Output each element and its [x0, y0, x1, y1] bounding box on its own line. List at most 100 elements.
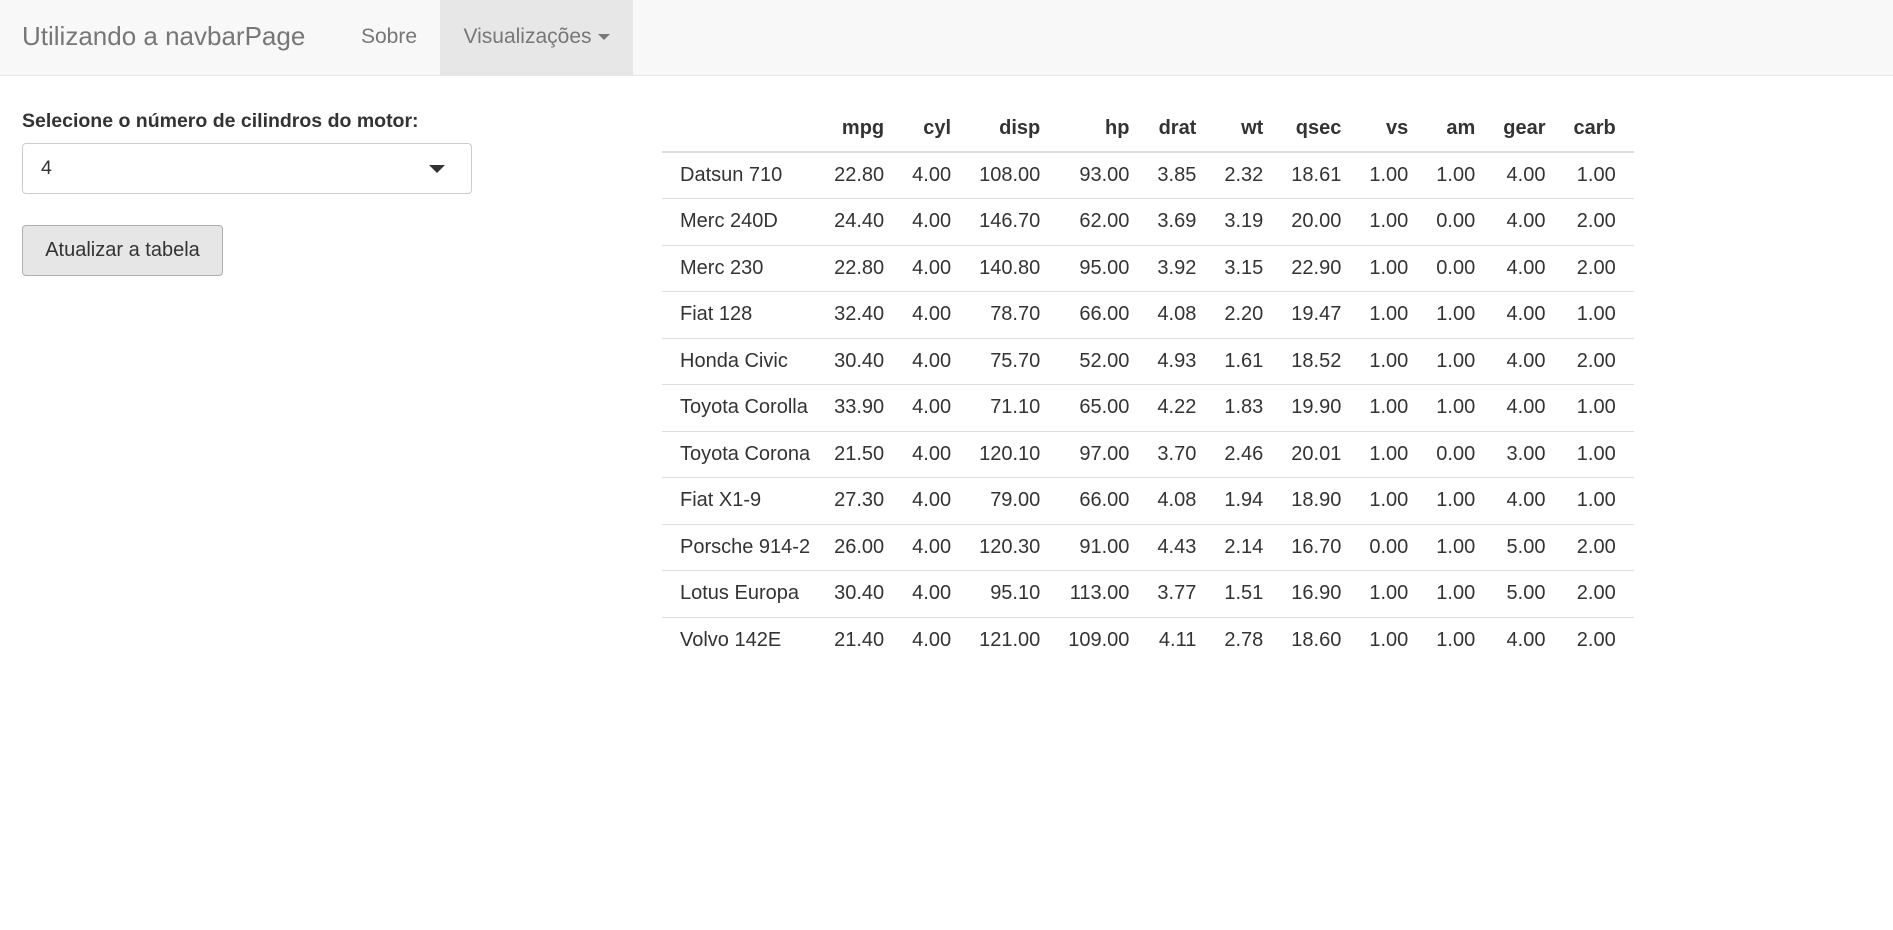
table-row: Volvo 142E 21.40 4.00 121.00 109.00 4.11 2.78 1… — [662, 616, 1634, 664]
table-cell: 4.00 — [1506, 164, 1546, 186]
table-cell: 97.00 — [1058, 430, 1148, 478]
table-cell: 2.46 — [1214, 430, 1282, 478]
table-cell: 4.00 — [1493, 384, 1564, 431]
table-cell: 5.00 — [1493, 570, 1564, 617]
table-cell: 18.52 — [1281, 337, 1360, 385]
row-name-cell: Porsche 914-2 — [662, 523, 825, 571]
table-row: Merc 240D 24.40 4.00 146.70 62.00 3.69 3.19 20.… — [662, 198, 1634, 245]
table-cell: 1.00 — [1359, 570, 1427, 617]
table-cell: 1.00 — [1426, 477, 1494, 524]
column-header: vs — [1359, 106, 1427, 153]
table-cell: 2.00 — [1563, 244, 1634, 292]
table-cell: 1.00 — [1359, 198, 1427, 245]
table-cell: 1.00 — [1426, 570, 1494, 617]
table-cell: 4.00 — [902, 570, 970, 617]
table-cell: 91.00 — [1058, 523, 1148, 571]
table-cell: 2.00 — [1563, 337, 1634, 385]
nav-item-label: Sobre — [360, 25, 418, 48]
navbar-brand[interactable]: Utilizando a navbarPage — [22, 21, 306, 51]
nav-item-sobre[interactable]: Sobre — [339, 0, 439, 75]
table-cell: 2.00 — [1563, 198, 1634, 245]
table-cell: 3.19 — [1214, 198, 1282, 245]
table-cell: 0.00 — [1426, 244, 1494, 292]
table-cell: 1.00 — [1359, 337, 1427, 385]
table-body: Datsun 710 22.80 4.00 108.00 93.00 3.85 2.32 18… — [662, 152, 1634, 664]
table-cell: 120.10 — [969, 430, 1059, 478]
row-name-cell: Toyota Corolla — [662, 384, 825, 431]
table-cell: 4.43 — [1147, 523, 1215, 571]
select-value: 4 — [41, 157, 52, 179]
table-cell: 1.83 — [1214, 384, 1282, 431]
table-cell: 2.00 — [1563, 616, 1634, 664]
table-cell: 4.00 — [902, 430, 970, 478]
row-name-cell: Datsun 710 — [680, 164, 783, 186]
table-cell: 1.00 — [1359, 430, 1427, 478]
table-cell: 30.40 — [824, 337, 903, 385]
table-header-row: mpg cyl disp hp drat wt qsec vs am gear carb — [662, 106, 1634, 153]
table-cell: 140.80 — [969, 244, 1059, 292]
table-cell: 16.70 — [1281, 523, 1360, 571]
table-cell: 4.00 — [902, 477, 970, 524]
table-cell: 19.47 — [1281, 291, 1360, 338]
table-cell: 2.20 — [1214, 291, 1282, 338]
table-cell: 20.01 — [1281, 430, 1360, 478]
table-cell: 4.00 — [902, 337, 970, 385]
table-cell: 18.60 — [1281, 616, 1360, 664]
table-cell: 1.00 — [1359, 244, 1427, 292]
column-header: mpg — [824, 106, 903, 153]
table-cell: 4.00 — [1493, 337, 1564, 385]
table-cell: 22.90 — [1281, 244, 1360, 292]
table-cell: 1.00 — [1359, 291, 1427, 338]
row-name-cell: Toyota Corona — [662, 430, 825, 478]
table-cell: 95.10 — [969, 570, 1059, 617]
table-row: Fiat X1-9 27.30 4.00 79.00 66.00 4.08 1.94 18.9… — [662, 477, 1634, 524]
table-cell: 4.00 — [1493, 244, 1564, 292]
table-cell: 2.78 — [1214, 616, 1282, 664]
table-cell: 4.08 — [1147, 477, 1215, 524]
table-cell: 66.00 — [1058, 291, 1148, 338]
table-cell: 3.77 — [1147, 570, 1215, 617]
column-header — [662, 106, 825, 153]
table-cell: 2.32 — [1224, 164, 1264, 186]
update-table-button[interactable]: Atualizar a tabela — [22, 225, 223, 276]
column-header: hp — [1058, 106, 1148, 153]
table-row: Honda Civic 30.40 4.00 75.70 52.00 4.93 1.61 18… — [662, 337, 1634, 385]
cylinders-select[interactable]: 4 — [22, 143, 472, 194]
table-cell: 75.70 — [969, 337, 1059, 385]
table-cell: 4.00 — [902, 291, 970, 338]
row-name-cell: Lotus Europa — [662, 570, 825, 617]
table-cell: 1.00 — [1563, 291, 1634, 338]
table-cell: 4.00 — [1493, 198, 1564, 245]
table-cell: 4.00 — [902, 384, 970, 431]
table-cell: 3.00 — [1493, 430, 1564, 478]
table-row: Fiat 128 32.40 4.00 78.70 66.00 4.08 2.20 19.47… — [662, 291, 1634, 338]
table-cell: 65.00 — [1058, 384, 1148, 431]
row-name-cell: Fiat X1-9 — [662, 477, 825, 524]
table-cell: 1.94 — [1214, 477, 1282, 524]
table-row: Merc 230 22.80 4.00 140.80 95.00 3.92 3.15 22.9… — [662, 244, 1634, 292]
table-cell: 95.00 — [1058, 244, 1148, 292]
table-cell: 3.85 — [1157, 164, 1197, 186]
table-cell: 1.00 — [1369, 164, 1409, 186]
table-cell: 0.00 — [1426, 198, 1494, 245]
table-cell: 27.30 — [824, 477, 903, 524]
caret-down-icon — [597, 34, 610, 41]
table-cell: 109.00 — [1058, 616, 1148, 664]
cylinders-select-label: Selecione o número de cilindros do motor… — [22, 110, 419, 132]
nav-dropdown-visualizacoes[interactable]: Visualizações — [440, 0, 633, 75]
table-cell: 26.00 — [824, 523, 903, 571]
table-cell: 62.00 — [1058, 198, 1148, 245]
column-header: cyl — [902, 106, 970, 153]
table-cell: 1.00 — [1563, 430, 1634, 478]
table-cell: 22.80 — [834, 164, 885, 186]
table-cell: 22.80 — [824, 244, 903, 292]
table-row: Porsche 914-2 26.00 4.00 120.30 91.00 4.43 2.1… — [662, 523, 1634, 571]
table-cell: 1.00 — [1563, 384, 1634, 431]
table-cell: 18.90 — [1281, 477, 1360, 524]
table-cell: 146.70 — [969, 198, 1059, 245]
table-cell: 108.00 — [979, 164, 1041, 186]
chevron-down-icon — [429, 165, 445, 173]
table-cell: 113.00 — [1058, 570, 1148, 617]
column-header: drat — [1147, 106, 1215, 153]
table-cell: 4.00 — [1493, 616, 1564, 664]
